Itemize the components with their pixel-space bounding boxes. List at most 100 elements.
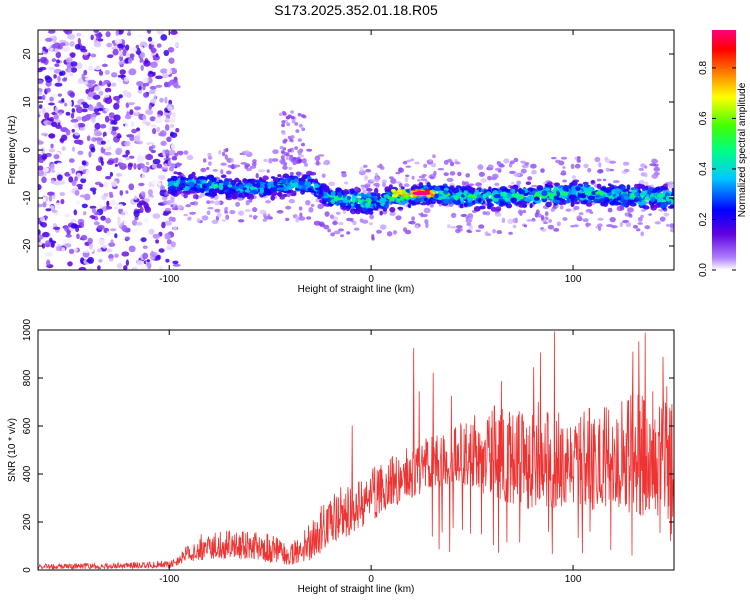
spectrogram-cell — [227, 184, 233, 188]
spectrogram-cell — [93, 221, 100, 226]
spectrogram-cell — [202, 180, 208, 185]
spectrogram-cell — [249, 165, 257, 169]
spectrogram-cell — [128, 102, 136, 106]
spectrogram-cell — [366, 187, 373, 192]
spectrogram-cell — [124, 114, 132, 120]
spectrogram-cell — [69, 72, 74, 77]
spectrogram-cell — [118, 162, 126, 167]
spectrogram-cell — [38, 113, 41, 118]
spectrogram-cell — [116, 172, 122, 177]
spectrogram-cell — [272, 149, 279, 155]
spectrogram-cell — [146, 30, 152, 34]
spectrogram-cell — [231, 163, 235, 170]
snr-panel: -100 0 100 0 200 400 600 800 1000 Height of str… — [7, 318, 675, 595]
spectrogram-cell — [640, 209, 647, 212]
spectrogram-cell — [129, 135, 135, 142]
spectrogram-cell — [41, 30, 49, 34]
spectrogram-cell — [62, 77, 67, 82]
spectrogram-cell — [277, 174, 282, 178]
spectrogram-cell — [189, 211, 197, 215]
spectrogram-cell — [68, 158, 75, 163]
spectrogram-cell — [85, 77, 90, 81]
spectrogram-cell — [317, 154, 325, 157]
spectrogram-cell — [148, 186, 155, 190]
spectrogram-cell — [152, 158, 161, 165]
spectrogram-cell — [239, 152, 244, 156]
spectrogram-cell — [301, 158, 307, 164]
spectrogram-cell — [125, 190, 129, 194]
spectrogram-cell — [245, 183, 253, 187]
spectrogram-cell — [168, 149, 176, 156]
spectrogram-cell — [71, 128, 75, 133]
spectrogram-cell — [525, 181, 532, 185]
spectrogram-cell — [628, 213, 633, 218]
spectrogram-cell — [68, 168, 72, 175]
spectrogram-cell — [319, 223, 326, 228]
spectrogram-cell — [158, 170, 165, 175]
spectrogram-cell — [545, 201, 552, 208]
spectrogram-cell — [51, 169, 56, 173]
spectrogram-cell — [131, 264, 139, 270]
spectrogram-cell — [276, 210, 284, 214]
spectrogram-cell — [280, 150, 285, 154]
spectrogram-cell — [624, 212, 629, 217]
spectrogram-cell — [525, 198, 532, 203]
spectrogram-cell — [332, 220, 338, 226]
spectrogram-cell — [589, 211, 594, 214]
spectrogram-cell — [251, 162, 257, 167]
spectrogram-cell — [164, 149, 170, 155]
spectrogram-cell — [175, 162, 181, 168]
spectrogram-cell — [346, 231, 351, 235]
spectrogram-cell — [266, 169, 270, 173]
spectrogram-cell — [597, 169, 604, 174]
spectrogram-cell — [56, 59, 60, 64]
spectrogram-cell — [374, 187, 379, 194]
spectrogram-cell — [48, 194, 53, 202]
spectrogram-cell — [305, 170, 313, 176]
x-tick-label: 0 — [368, 574, 374, 585]
spectrogram-cell — [117, 74, 126, 78]
spectrogram-cell — [83, 222, 89, 227]
spectrogram-cell — [245, 199, 250, 206]
spectrogram-cell — [87, 82, 94, 89]
spectrogram-cell — [75, 200, 82, 205]
spectrogram-cell — [648, 213, 652, 216]
spectrogram-cell — [226, 170, 232, 175]
spectrogram-cell — [51, 209, 58, 213]
spectrogram-cell — [536, 185, 544, 191]
spectrogram-cell — [76, 183, 83, 188]
spectrogram-cell — [280, 161, 285, 165]
spectrogram-cell — [420, 178, 428, 182]
spectrogram-cell — [342, 199, 350, 204]
spectrogram-cell — [143, 60, 151, 67]
spectrogram-cell — [346, 196, 351, 201]
spectrogram-cell — [511, 193, 519, 198]
spectrogram-cell — [350, 217, 354, 223]
spectrogram-cell — [320, 183, 327, 188]
spectrogram-cell — [156, 30, 164, 35]
spectrogram-cell — [173, 175, 178, 182]
spectrogram-cell — [164, 220, 172, 226]
spectrogram-cell — [75, 116, 82, 121]
spectrogram-cell — [507, 218, 514, 225]
spectrogram-cell — [50, 163, 55, 171]
spectrogram-cell — [644, 225, 651, 230]
y-tick-label: 1000 — [22, 318, 33, 341]
spectrogram-cell — [53, 154, 60, 160]
spectrogram-cell — [54, 106, 58, 114]
spectrogram-cell — [138, 200, 146, 205]
spectrogram-cell — [168, 57, 175, 64]
spectrogram-cell — [200, 192, 207, 197]
spectrogram-cell — [365, 202, 371, 208]
spectrogram-cell — [452, 199, 459, 205]
spectrogram-cell — [44, 112, 50, 120]
spectrogram-cell — [289, 171, 294, 176]
spectrogram-cell — [245, 168, 253, 172]
spectrogram-cell — [112, 167, 118, 172]
spectrogram-cell — [148, 70, 154, 75]
spectrogram-cell — [654, 221, 661, 225]
spectrogram-cell — [509, 160, 515, 165]
spectrogram-cell — [209, 175, 214, 178]
colorbar-tick-label: 0.6 — [698, 111, 709, 125]
spectrogram-peak — [412, 191, 431, 196]
